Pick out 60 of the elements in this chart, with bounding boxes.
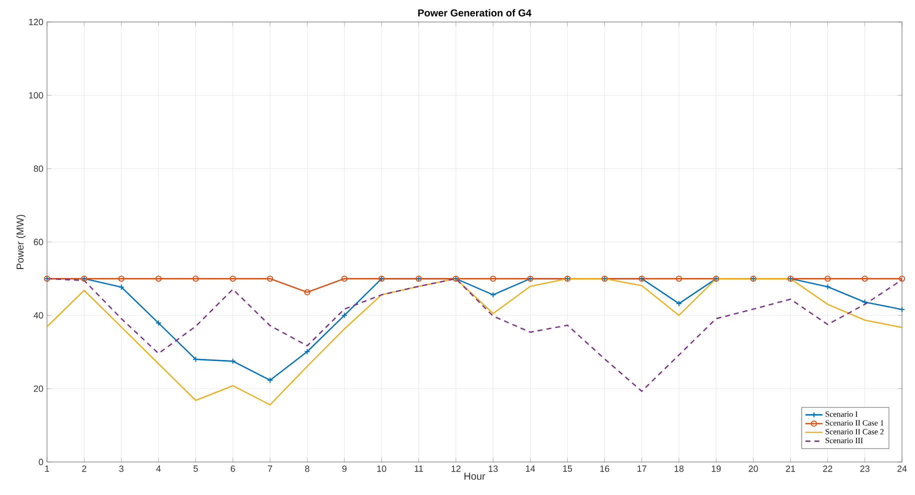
point <box>676 276 682 282</box>
x-tick-label: 13 <box>488 466 498 472</box>
x-tick-label: 24 <box>897 466 907 472</box>
x-tick-label: 10 <box>377 466 386 472</box>
x-tick-label: 21 <box>786 466 796 472</box>
legend-label: Scenario II Case 1 <box>826 420 884 426</box>
x-tick-label: 18 <box>674 466 684 472</box>
point <box>862 276 868 282</box>
legend-label: Scenario II Case 2 <box>826 429 884 434</box>
x-tick-label: 9 <box>342 466 346 472</box>
point <box>824 284 831 290</box>
y-tick-label: 0 <box>38 458 44 466</box>
y-tick-label: 20 <box>34 385 44 392</box>
x-tick-label: 2 <box>82 466 86 472</box>
point <box>676 300 682 307</box>
point <box>862 299 868 306</box>
point <box>230 276 236 282</box>
x-tick-label: 12 <box>452 466 460 472</box>
y-tick-label: 100 <box>29 92 44 99</box>
legend-label: Scenario I <box>826 411 858 417</box>
point <box>192 276 199 282</box>
y-tick-label: 120 <box>29 18 44 26</box>
y-axis-title: Power (MW) <box>16 214 26 269</box>
point <box>824 276 831 282</box>
x-tick-label: 8 <box>305 466 310 472</box>
point <box>118 276 124 282</box>
x-tick-label: 6 <box>230 466 235 472</box>
point <box>230 358 236 364</box>
point <box>155 320 162 326</box>
x-tick-label: 11 <box>414 466 423 472</box>
x-tick-label: 17 <box>637 466 646 472</box>
x-tick-label: 20 <box>748 466 758 472</box>
point <box>341 312 348 318</box>
x-axis-title: Hour <box>464 472 486 480</box>
x-tick-label: 15 <box>563 466 572 472</box>
x-tick-label: 5 <box>194 466 198 472</box>
point <box>118 284 124 290</box>
x-tick-label: 1 <box>45 466 50 472</box>
x-tick-label: 4 <box>156 466 161 472</box>
point <box>192 356 199 362</box>
x-tick-label: 7 <box>268 466 272 472</box>
x-tick-label: 16 <box>600 466 610 472</box>
legend-label: Scenario III <box>826 438 863 444</box>
x-tick-label: 22 <box>823 466 832 472</box>
y-tick-label: 60 <box>34 238 44 246</box>
x-tick-label: 14 <box>526 466 535 472</box>
point <box>341 276 348 282</box>
point <box>266 377 274 384</box>
point <box>490 292 496 298</box>
y-tick-label: 40 <box>34 312 44 319</box>
point <box>304 289 310 296</box>
y-tick-label: 80 <box>34 165 44 172</box>
point <box>304 348 310 355</box>
x-tick-label: 3 <box>119 466 124 472</box>
point <box>490 276 496 282</box>
point <box>266 276 274 282</box>
point <box>155 276 162 282</box>
x-tick-label: 23 <box>860 466 870 472</box>
x-tick-label: 19 <box>712 466 721 472</box>
chart-title: Power Generation of G4 <box>418 9 532 16</box>
